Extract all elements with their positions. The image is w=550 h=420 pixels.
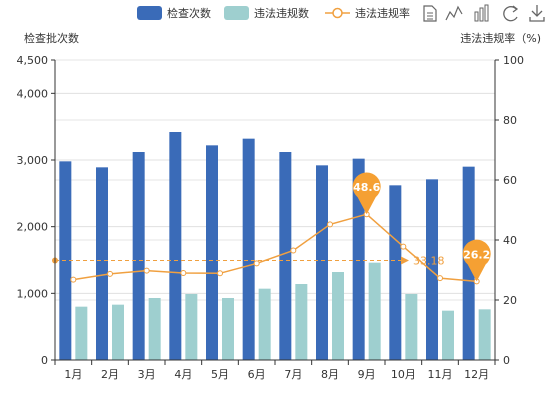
left-tick-label: 2,000 bbox=[17, 221, 49, 234]
left-tick-label: 0 bbox=[41, 354, 48, 367]
x-tick-label: 7月 bbox=[284, 368, 302, 381]
bar-inspections bbox=[96, 167, 108, 360]
bar-violations bbox=[222, 298, 234, 360]
x-tick-label: 10月 bbox=[391, 368, 416, 381]
bar-inspections bbox=[132, 152, 145, 360]
rate-point bbox=[253, 260, 260, 267]
right-tick-label: 20 bbox=[503, 294, 517, 307]
rate-point bbox=[327, 221, 333, 228]
average-markline: 33.18 bbox=[52, 254, 445, 267]
bar-violations bbox=[75, 306, 88, 360]
restore-icon[interactable] bbox=[503, 5, 519, 22]
x-tick-label: 12月 bbox=[464, 368, 489, 381]
bar-inspections bbox=[206, 145, 218, 360]
right-tick-label: 60 bbox=[503, 174, 517, 187]
x-tick-label: 8月 bbox=[321, 368, 339, 381]
axes: 0 1,000 2,000 3,000 4,000 4,500 0 20 40 60 80 100 1月… bbox=[17, 31, 542, 381]
x-tick-label: 1月 bbox=[64, 368, 82, 381]
bar-violations bbox=[442, 310, 454, 360]
rate-point bbox=[437, 275, 443, 282]
bar-violations bbox=[295, 284, 308, 360]
legend-swatch bbox=[224, 6, 249, 20]
left-tick-label: 4,000 bbox=[17, 87, 49, 100]
toolbox[interactable] bbox=[423, 4, 545, 22]
legend-swatch bbox=[137, 6, 162, 20]
data-view-icon[interactable] bbox=[423, 5, 437, 22]
legend-label: 违法违规率 bbox=[355, 6, 410, 20]
right-tick-label: 100 bbox=[503, 54, 524, 67]
rate-line-path bbox=[73, 213, 477, 283]
x-tick-label: 3月 bbox=[138, 368, 156, 381]
right-tick-label: 40 bbox=[503, 234, 517, 247]
save-image-icon[interactable] bbox=[529, 5, 545, 22]
legend-item[interactable]: 违法违规数 bbox=[224, 6, 309, 20]
bar-inspections bbox=[242, 138, 255, 360]
x-tick-label: 4月 bbox=[174, 368, 192, 381]
legend[interactable]: 检查次数 违法违规数 违法违规率 bbox=[137, 6, 410, 20]
markline-label: 33.18 bbox=[413, 254, 445, 267]
rate-line bbox=[70, 211, 480, 285]
rate-point bbox=[143, 267, 150, 274]
bar-violations bbox=[405, 294, 418, 360]
bar-violations bbox=[112, 304, 124, 360]
legend-item[interactable]: 检查次数 bbox=[137, 6, 211, 20]
x-tick-label: 11月 bbox=[428, 368, 453, 381]
rate-point bbox=[217, 270, 223, 277]
mark-pin-label: 26.2 bbox=[463, 248, 490, 261]
bar-inspections bbox=[169, 132, 182, 360]
markline-arrow bbox=[401, 256, 409, 265]
bar-inspections bbox=[426, 179, 438, 360]
left-tick-label: 3,000 bbox=[17, 154, 49, 167]
bar-inspections bbox=[316, 165, 328, 360]
bar-violations bbox=[185, 294, 198, 360]
right-tick-label: 80 bbox=[503, 114, 517, 127]
left-tick-label: 4,500 bbox=[17, 54, 49, 67]
mark-points: 48.6 26.2 bbox=[352, 172, 491, 282]
right-axis-title: 违法违规率（%) bbox=[460, 31, 541, 45]
bar-inspections bbox=[352, 158, 365, 360]
mark-pin bbox=[462, 239, 491, 282]
x-tick-label: 6月 bbox=[248, 368, 266, 381]
rate-point bbox=[107, 270, 113, 277]
rate-point bbox=[70, 276, 77, 283]
legend-swatch-dot bbox=[332, 7, 343, 19]
rate-point bbox=[290, 247, 297, 254]
left-axis-title: 检查批次数 bbox=[24, 31, 79, 45]
legend-item[interactable]: 违法违规率 bbox=[325, 6, 410, 20]
bars bbox=[59, 132, 491, 360]
grid-lines bbox=[55, 59, 495, 361]
x-tick-label: 9月 bbox=[358, 368, 376, 381]
legend-label: 违法违规数 bbox=[254, 6, 309, 20]
bar-violations bbox=[258, 288, 271, 360]
mark-pin bbox=[352, 172, 381, 215]
mark-pin-label: 48.6 bbox=[353, 181, 380, 194]
bar-violations bbox=[148, 298, 161, 360]
x-tick-label: 2月 bbox=[101, 368, 119, 381]
rate-point bbox=[180, 270, 187, 276]
x-tick-label: 5月 bbox=[211, 368, 229, 381]
legend-label: 检查次数 bbox=[167, 6, 211, 20]
bar-violations bbox=[368, 262, 381, 360]
right-tick-label: 0 bbox=[503, 354, 510, 367]
bar-inspections bbox=[389, 185, 402, 360]
bar-chart-icon[interactable] bbox=[474, 4, 489, 22]
bar-violations bbox=[332, 272, 344, 360]
rate-point bbox=[400, 243, 407, 250]
bar-inspections bbox=[279, 152, 292, 360]
left-tick-label: 1,000 bbox=[17, 287, 49, 300]
bar-violations bbox=[478, 309, 491, 360]
line-chart-icon[interactable] bbox=[445, 5, 463, 21]
